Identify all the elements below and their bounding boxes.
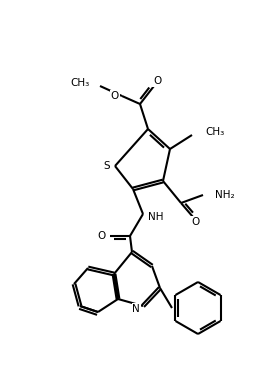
Text: O: O [153, 76, 161, 86]
Text: O: O [191, 217, 199, 227]
Text: S: S [103, 161, 110, 171]
Text: NH₂: NH₂ [215, 190, 235, 200]
Text: CH₃: CH₃ [71, 78, 90, 88]
Text: O: O [111, 91, 119, 101]
Text: NH: NH [148, 212, 163, 222]
Text: CH₃: CH₃ [205, 127, 224, 137]
Text: N: N [132, 304, 140, 314]
Text: O: O [98, 231, 106, 241]
